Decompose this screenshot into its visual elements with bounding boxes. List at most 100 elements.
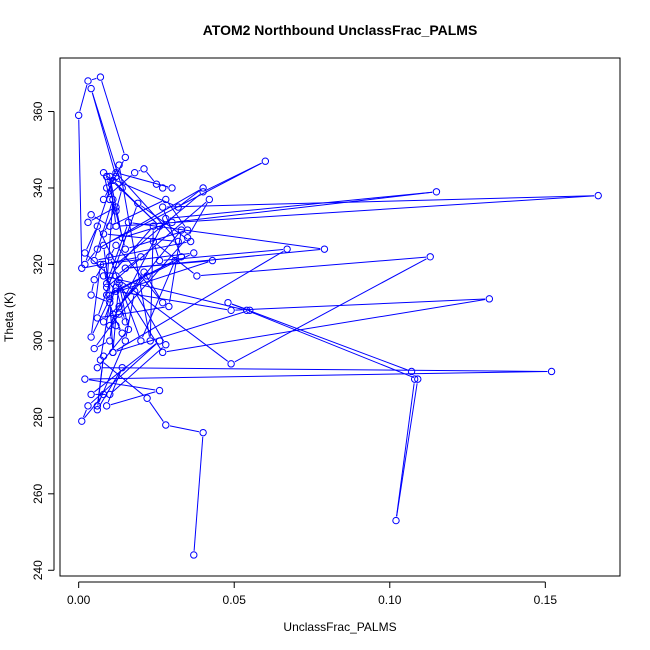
data-point [174, 237, 182, 246]
series-line-segment [113, 200, 163, 225]
data-point [106, 337, 114, 345]
data-point [177, 253, 186, 261]
series-line-segment [85, 257, 137, 268]
data-point [121, 264, 130, 272]
series-line-segment [136, 294, 165, 342]
data-point [99, 168, 108, 177]
data-point [162, 214, 170, 223]
series-line-segment [94, 296, 107, 302]
data-point [93, 222, 102, 230]
data-point [143, 272, 151, 280]
series-line-segment [85, 184, 113, 261]
data-point [155, 337, 164, 345]
series-line-segment [116, 311, 246, 352]
data-point [99, 230, 108, 238]
series-line-segment [101, 367, 548, 372]
series-line-segment [181, 190, 201, 205]
data-point [410, 375, 419, 383]
series-line-segment [169, 425, 200, 433]
data-point [99, 318, 108, 326]
data-point [93, 363, 102, 372]
series-line-segment [91, 92, 122, 185]
series-line-segment [138, 169, 141, 172]
x-axis-label: UnclassFrac_PALMS [283, 620, 396, 634]
data-point [102, 402, 111, 410]
data-point [227, 360, 235, 368]
series-line-segment [118, 248, 161, 300]
data-point [118, 233, 126, 242]
series-line-segment [110, 261, 209, 295]
y-tick-label: 260 [31, 483, 45, 503]
series-line-segment [106, 278, 145, 320]
series-line-segment [111, 248, 115, 254]
series-line-segment [120, 195, 595, 227]
data-point [90, 276, 98, 284]
data-point [186, 237, 195, 246]
data-point [407, 367, 416, 376]
series-line-segment [79, 84, 88, 112]
data-point [190, 249, 198, 257]
data-point [158, 184, 167, 192]
series-line-segment [91, 92, 116, 173]
data-point [93, 402, 102, 410]
series-line-segment [86, 229, 97, 250]
data-point [149, 222, 158, 230]
data-point [106, 390, 114, 399]
data-point [81, 375, 89, 383]
data-point [106, 172, 114, 181]
series-line-segment [231, 303, 408, 371]
data-point [115, 310, 123, 318]
x-tick-label: 0.10 [378, 593, 402, 607]
data-point [246, 306, 254, 315]
series-line-segment [103, 249, 110, 291]
data-point [112, 203, 120, 211]
series-line-segment [95, 267, 102, 277]
data-point [426, 253, 434, 261]
data-point [112, 241, 120, 250]
data-point [93, 314, 102, 322]
data-point [124, 325, 133, 334]
data-point [87, 211, 95, 219]
data-point [485, 295, 494, 303]
data-point [112, 321, 120, 330]
data-point [102, 283, 111, 292]
data-point [121, 153, 130, 162]
series-line-segment [87, 252, 96, 262]
series-line-segment [91, 283, 94, 291]
data-point [143, 394, 151, 402]
series-line-segment [169, 234, 182, 303]
data-point [109, 348, 117, 357]
data-point [106, 253, 114, 261]
series-line-segment [193, 436, 204, 551]
series-line-segment [146, 171, 155, 182]
data-point [152, 180, 161, 188]
series-line-segment [110, 177, 175, 206]
data-point [109, 195, 117, 204]
series-line-segment [90, 343, 157, 404]
series-line-segment [96, 317, 118, 346]
data-point [414, 375, 422, 383]
data-point [130, 287, 139, 295]
data-point [190, 551, 198, 559]
data-point [171, 256, 179, 265]
series-line-segment [116, 291, 125, 318]
series-line-segment [109, 201, 207, 286]
data-point [99, 390, 108, 399]
data-point [106, 295, 114, 303]
data-point [81, 249, 89, 257]
data-point [112, 222, 120, 230]
data-point [99, 241, 108, 250]
data-point [93, 245, 102, 253]
series-line-segment [106, 175, 157, 224]
data-point [283, 245, 291, 253]
series-line-segment [163, 249, 283, 261]
series-line-segment [109, 303, 114, 349]
data-point [99, 272, 108, 280]
series-line-segment [78, 119, 83, 265]
series-line-segment [106, 203, 114, 284]
series-line-segment [154, 245, 159, 257]
data-point [102, 184, 111, 192]
series-line-segment [107, 162, 262, 244]
data-point [162, 341, 170, 349]
data-point [112, 260, 120, 269]
